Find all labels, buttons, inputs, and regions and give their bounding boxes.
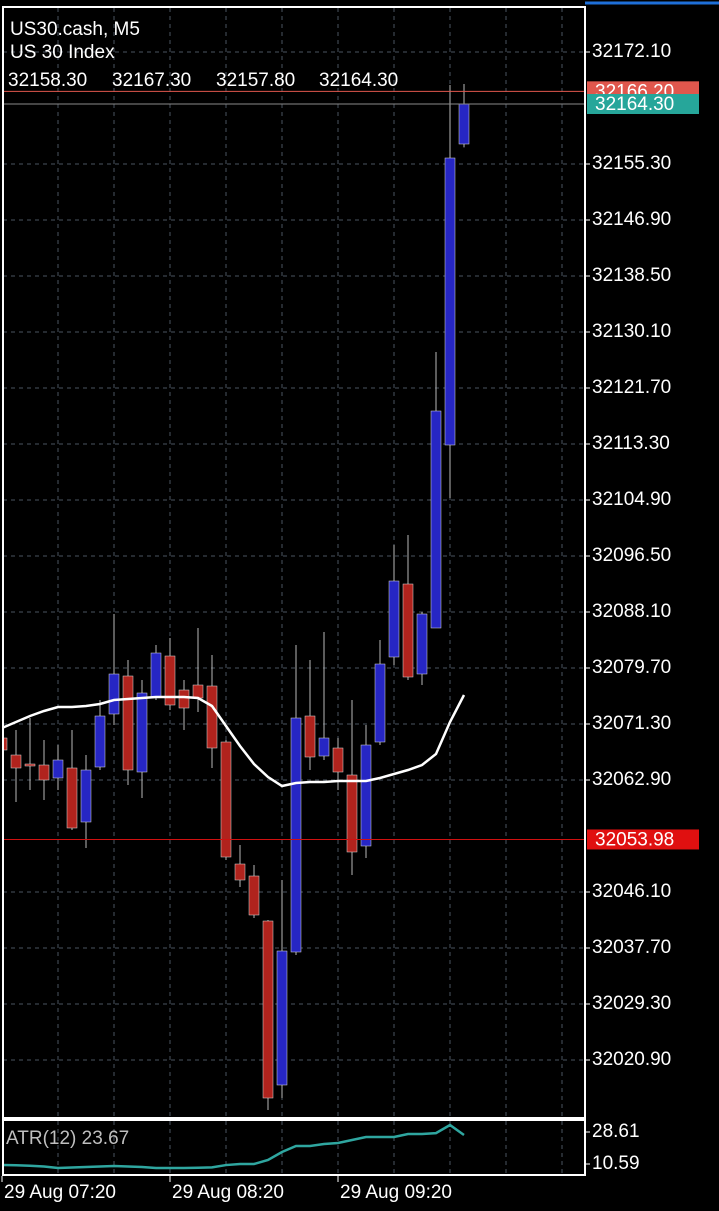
y-tick-label: 32113.30 [592,433,670,454]
y-tick-label: 32062.90 [592,769,671,790]
symbol: US30.cash, M5 [10,19,140,40]
candle-body [206,685,218,749]
candle-body [234,863,246,881]
y-tick-label: 32071.30 [592,713,671,734]
x-tick-label: 29 Aug 09:20 [340,1182,452,1203]
candle-body [262,920,274,1099]
y-tick-label: 32155.30 [592,153,671,174]
atr-frame [2,1119,586,1176]
x-tick-label: 29 Aug 07:20 [4,1182,116,1203]
y-tick-label: 32088.10 [592,601,671,622]
y-tick-label: 28.61 [592,1121,640,1142]
candle-body [164,655,176,706]
y-tick-label: 10.59 [592,1153,640,1174]
candle-body [304,715,316,758]
candle-body [10,754,22,769]
y-tick-label: 32029.30 [592,993,671,1014]
x-tick-label: 29 Aug 08:20 [172,1182,284,1203]
main-plot [3,51,585,1110]
candle-body [192,684,204,699]
candle-body [388,580,400,658]
candle-body [402,583,414,678]
price-label-box [587,829,699,850]
y-tick-label: 32020.90 [592,1049,671,1070]
candle-body [374,663,386,743]
candle-body [290,717,302,953]
candle-body [94,715,106,768]
price-label: 32053.98 [595,829,674,850]
y-tick-label: 32104.90 [592,489,671,510]
candle-body [122,675,134,771]
candle-body [52,759,64,779]
labels: 32172.10 32155.30 32146.90 32138.50 32130.10… [1,41,699,1203]
candle-body [80,769,92,823]
candle-body [38,764,50,781]
candle-body [416,613,428,675]
candle-body [66,767,78,829]
moving-average [3,694,466,788]
candle-body [150,652,162,698]
candle-body [458,103,470,145]
main-frame [2,6,586,1119]
candle-body [360,744,372,847]
candle-body [220,741,232,858]
candle-body [430,410,442,629]
ohlc-open: 32158.30 [8,70,87,91]
price-label: 32164.30 [595,94,674,115]
atr-title: ATR(12) 23.67 [6,1128,129,1149]
y-tick-label: 32121.70 [592,377,671,398]
candle-body [248,875,260,916]
candle-body [332,747,344,773]
y-tick-label: 32172.10 [592,41,671,62]
y-tick-label: 32079.70 [592,657,671,678]
ohlc-low: 32157.80 [216,70,295,91]
y-tick-label: 32138.50 [592,265,671,286]
candle-body [3,737,8,751]
vertical-grid [57,8,563,1174]
candle-body [178,689,190,709]
candle-body [276,950,288,1086]
price-label-box [587,94,699,114]
candle-body [136,692,148,773]
ohlc-close: 32164.30 [319,70,398,91]
atr-plot [3,1123,465,1170]
y-tick-label: 32146.90 [592,209,671,230]
candle-body [24,763,36,767]
y-tick-label: 32046.10 [592,881,671,902]
instrument-name: US 30 Index [10,42,115,63]
atr-line [3,1123,465,1170]
candle-body [108,673,120,715]
candle-body [346,774,358,853]
y-tick-label: 32096.50 [592,545,671,566]
candle-body [444,157,456,446]
y-tick-label: 32130.10 [592,321,671,342]
candle-body [318,737,330,757]
ohlc-high: 32167.30 [112,70,191,91]
y-tick-label: 32037.70 [592,937,671,958]
